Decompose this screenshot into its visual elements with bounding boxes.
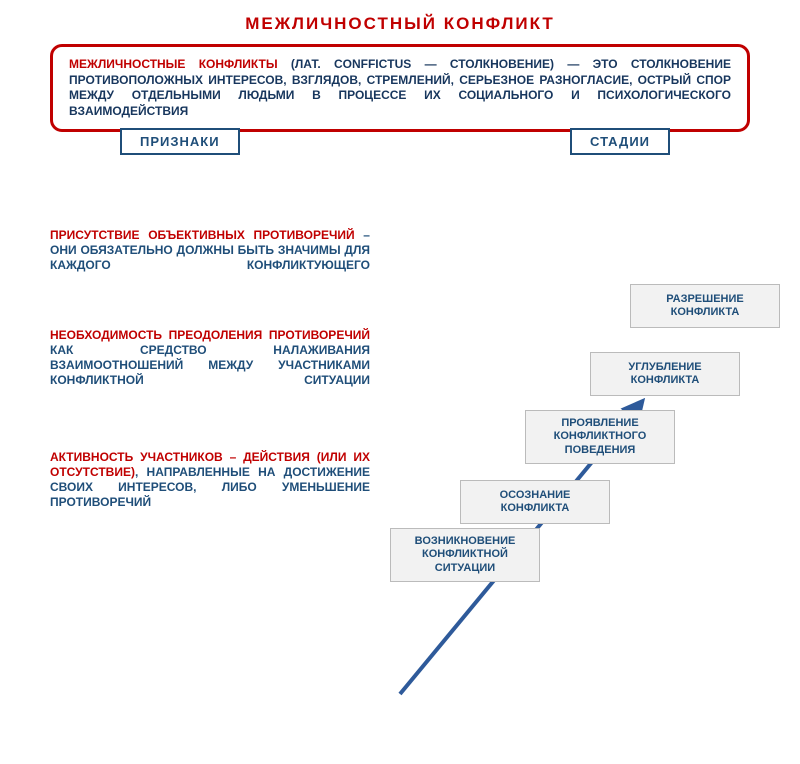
feature-item: АКТИВНОСТЬ УЧАСТНИКОВ – ДЕЙСТВИЯ (ИЛИ ИХ…: [50, 450, 370, 510]
tag-features: ПРИЗНАКИ: [120, 128, 240, 155]
definition-term: МЕЖЛИЧНОСТНЫЕ КОНФЛИКТЫ: [69, 57, 278, 71]
tag-stages: СТАДИИ: [570, 128, 670, 155]
stage-step: ОСОЗНАНИЕ КОНФЛИКТА: [460, 480, 610, 524]
stage-step: РАЗРЕШЕНИЕ КОНФЛИКТА: [630, 284, 780, 328]
feature-item: ПРИСУТСТВИЕ ОБЪЕКТИВНЫХ ПРОТИВОРЕЧИЙ – О…: [50, 228, 370, 273]
feature-text: КАК СРЕДСТВО НАЛАЖИВАНИЯ ВЗАИМООТНОШЕНИЙ…: [50, 343, 370, 387]
feature-item: НЕОБХОДИМОСТЬ ПРЕОДОЛЕНИЯ ПРОТИВОРЕЧИЙ К…: [50, 328, 370, 388]
stage-step: ВОЗНИКНОВЕНИЕ КОНФЛИКТНОЙ СИТУАЦИИ: [390, 528, 540, 582]
feature-term: ПРИСУТСТВИЕ ОБЪЕКТИВНЫХ ПРОТИВОРЕЧИЙ: [50, 228, 355, 242]
page-title: МЕЖЛИЧНОСТНЫЙ КОНФЛИКТ: [0, 0, 800, 44]
feature-term: НЕОБХОДИМОСТЬ ПРЕОДОЛЕНИЯ ПРОТИВОРЕЧИЙ: [50, 328, 370, 342]
definition-box: МЕЖЛИЧНОСТНЫЕ КОНФЛИКТЫ (ЛАТ. CONFFICTUS…: [50, 44, 750, 132]
stage-step: УГЛУБЛЕНИЕ КОНФЛИКТА: [590, 352, 740, 396]
stage-step: ПРОЯВЛЕНИЕ КОНФЛИКТНОГО ПОВЕДЕНИЯ: [525, 410, 675, 464]
tag-row: ПРИЗНАКИ СТАДИИ: [50, 130, 750, 164]
